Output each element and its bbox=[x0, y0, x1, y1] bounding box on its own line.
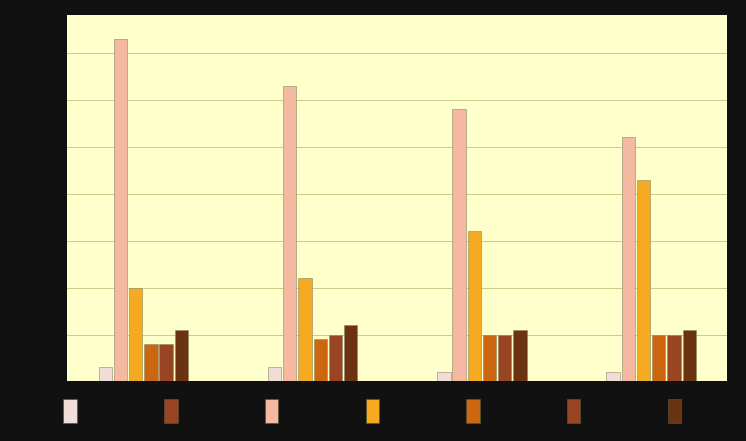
Bar bbox=[437, 372, 451, 381]
Bar bbox=[621, 138, 635, 381]
Bar bbox=[468, 231, 481, 381]
Bar bbox=[606, 372, 620, 381]
Bar bbox=[268, 367, 281, 381]
Bar bbox=[113, 39, 127, 381]
Bar bbox=[344, 325, 357, 381]
Bar bbox=[98, 367, 112, 381]
Bar bbox=[513, 330, 527, 381]
Bar bbox=[129, 288, 142, 381]
Bar bbox=[652, 335, 665, 381]
Bar bbox=[683, 330, 696, 381]
Bar bbox=[283, 86, 296, 381]
Bar bbox=[668, 335, 681, 381]
Bar bbox=[498, 335, 512, 381]
Bar bbox=[298, 278, 312, 381]
Bar bbox=[175, 330, 188, 381]
Bar bbox=[483, 335, 496, 381]
Bar bbox=[637, 179, 651, 381]
Bar bbox=[144, 344, 157, 381]
Bar bbox=[329, 335, 342, 381]
Bar bbox=[452, 109, 466, 381]
Bar bbox=[160, 344, 173, 381]
Bar bbox=[313, 339, 327, 381]
